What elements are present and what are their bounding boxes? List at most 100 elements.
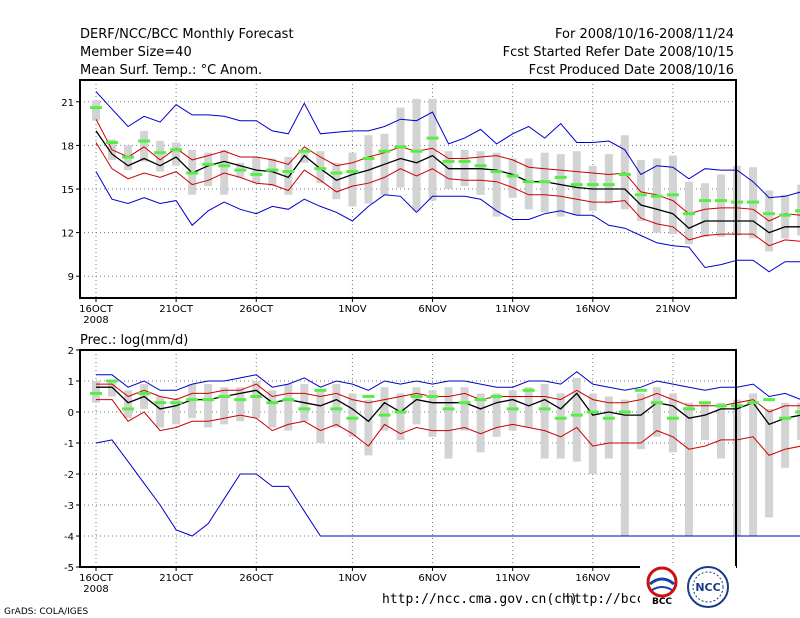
temperature-member-mark [570,183,583,187]
temperature-range-bar [92,100,100,121]
precipitation-member-mark [202,398,215,402]
header-left-line-3: Mean Surf. Temp.: °C Anom. [80,63,262,78]
temperature-range-bar [588,165,597,211]
temperature-range-bar [284,157,293,195]
precipitation-range-bar [92,381,100,403]
temperature-x-tick-year: 2008 [83,315,108,326]
ncc-logo-text: NCC [695,581,720,594]
temperature-range-bar [492,152,501,217]
temperature-member-mark [698,199,711,203]
temperature-member-mark [362,156,375,160]
header-right-line-2: Fcst Started Refer Date 2008/10/15 [503,45,734,60]
temperature-member-mark [346,170,359,174]
temperature-member-mark [90,106,102,110]
precipitation-range-bar [380,387,389,431]
temperature-range-bar [268,158,277,187]
precipitation-y-tick-label: 1 [68,377,74,388]
temperature-line-min [95,171,800,273]
precipitation-member-mark [715,404,727,408]
precipitation-range-bar [156,396,165,428]
precipitation-range-bar [540,384,549,459]
temperature-line-max [95,91,800,199]
temperature-range-bar [156,141,165,172]
precipitation-member-mark [554,416,567,420]
precipitation-member-mark [410,395,423,398]
precipitation-line-min [95,439,800,537]
precipitation-member-mark [458,401,471,405]
temperature-range-bar [476,151,485,195]
temperature-y-tick-label: 12 [61,229,74,240]
precipitation-member-mark [314,388,327,392]
precipitation-x-tick-year: 2008 [83,584,108,595]
temperature-range-bar [220,149,229,195]
precipitation-member-mark [218,395,231,398]
precipitation-member-mark [186,398,199,402]
precipitation-range-bar [492,393,501,437]
precipitation-member-mark [602,416,615,420]
precipitation-member-mark [154,401,167,405]
precipitation-member-mark [234,398,247,402]
temperature-x-tick-label: 1NOV [338,304,367,315]
temperature-member-mark [779,213,792,217]
temperature-range-bar [700,183,709,237]
temperature-member-mark [378,149,391,153]
bcc-logo-text: BCC [652,597,672,607]
precipitation-member-mark [442,407,455,411]
precipitation-x-tick-label: 26OCT [239,573,274,584]
temperature-member-mark [458,159,471,163]
precipitation-x-tick-label: 11NOV [495,573,530,584]
precipitation-range-bar [332,384,341,428]
precipitation-grid [80,350,736,567]
temperature-member-mark [634,193,647,197]
temperature-member-mark [282,170,295,174]
precipitation-range-bar [588,393,597,474]
temperature-member-mark [763,212,776,216]
precipitation-range-bar [236,387,245,422]
precipitation-y-ticks: -5 -4 -3 -2 -1 0 1 2 [64,346,80,574]
precipitation-member-mark [490,395,503,398]
precipitation-range-bar [444,387,453,459]
temperature-member-mark [506,174,519,178]
temperature-member-mark [522,180,535,184]
temperature-member-mark [426,136,439,140]
precipitation-y-tick-label: -3 [64,501,74,512]
temperature-range-bar [524,158,533,210]
temperature-member-mark [218,164,231,168]
temperature-x-tick-label: 16NOV [575,304,610,315]
temperature-member-mark [106,140,119,144]
precipitation-member-mark [522,388,535,392]
precipitation-range-bar [668,393,677,453]
bcc-url[interactable]: http://bcc.c [566,592,660,607]
precipitation-range-bar [268,390,277,428]
temperature-line-lower [95,142,800,247]
precipitation-y-tick-label: -1 [64,439,74,450]
temperature-member-mark [554,175,567,179]
temperature-range-bar [348,152,357,207]
precipitation-range-bar [204,384,213,428]
precipitation-member-mark [634,388,647,392]
precipitation-member-mark [538,407,551,411]
temperature-member-mark [586,183,599,187]
temperature-line-mean [95,130,800,234]
precipitation-member-mark [250,395,263,398]
precipitation-range-bar [508,390,517,431]
ncc-url[interactable]: http://ncc.cma.gov.cn(ch) [382,592,578,607]
precipitation-member-mark [394,410,407,414]
precipitation-member-mark [122,407,135,411]
temperature-member-mark [250,172,263,176]
temperature-range-bar [428,98,437,201]
temperature-member-mark [490,170,503,174]
temperature-range-bar [444,151,453,189]
temperature-range-bar [412,98,421,211]
temperature-members [90,106,800,217]
precip-panel-title: Prec.: log(mm/d) [80,333,188,348]
temperature-member-mark [666,193,679,197]
precipitation-range-bar [476,393,485,453]
precipitation-range-bar [572,377,581,462]
precipitation-range-bar [717,402,725,459]
temperature-member-mark [442,159,455,163]
ncc-logo: NCC [684,566,736,612]
precipitation-member-mark [378,413,391,417]
temperature-range-bar [364,135,373,204]
